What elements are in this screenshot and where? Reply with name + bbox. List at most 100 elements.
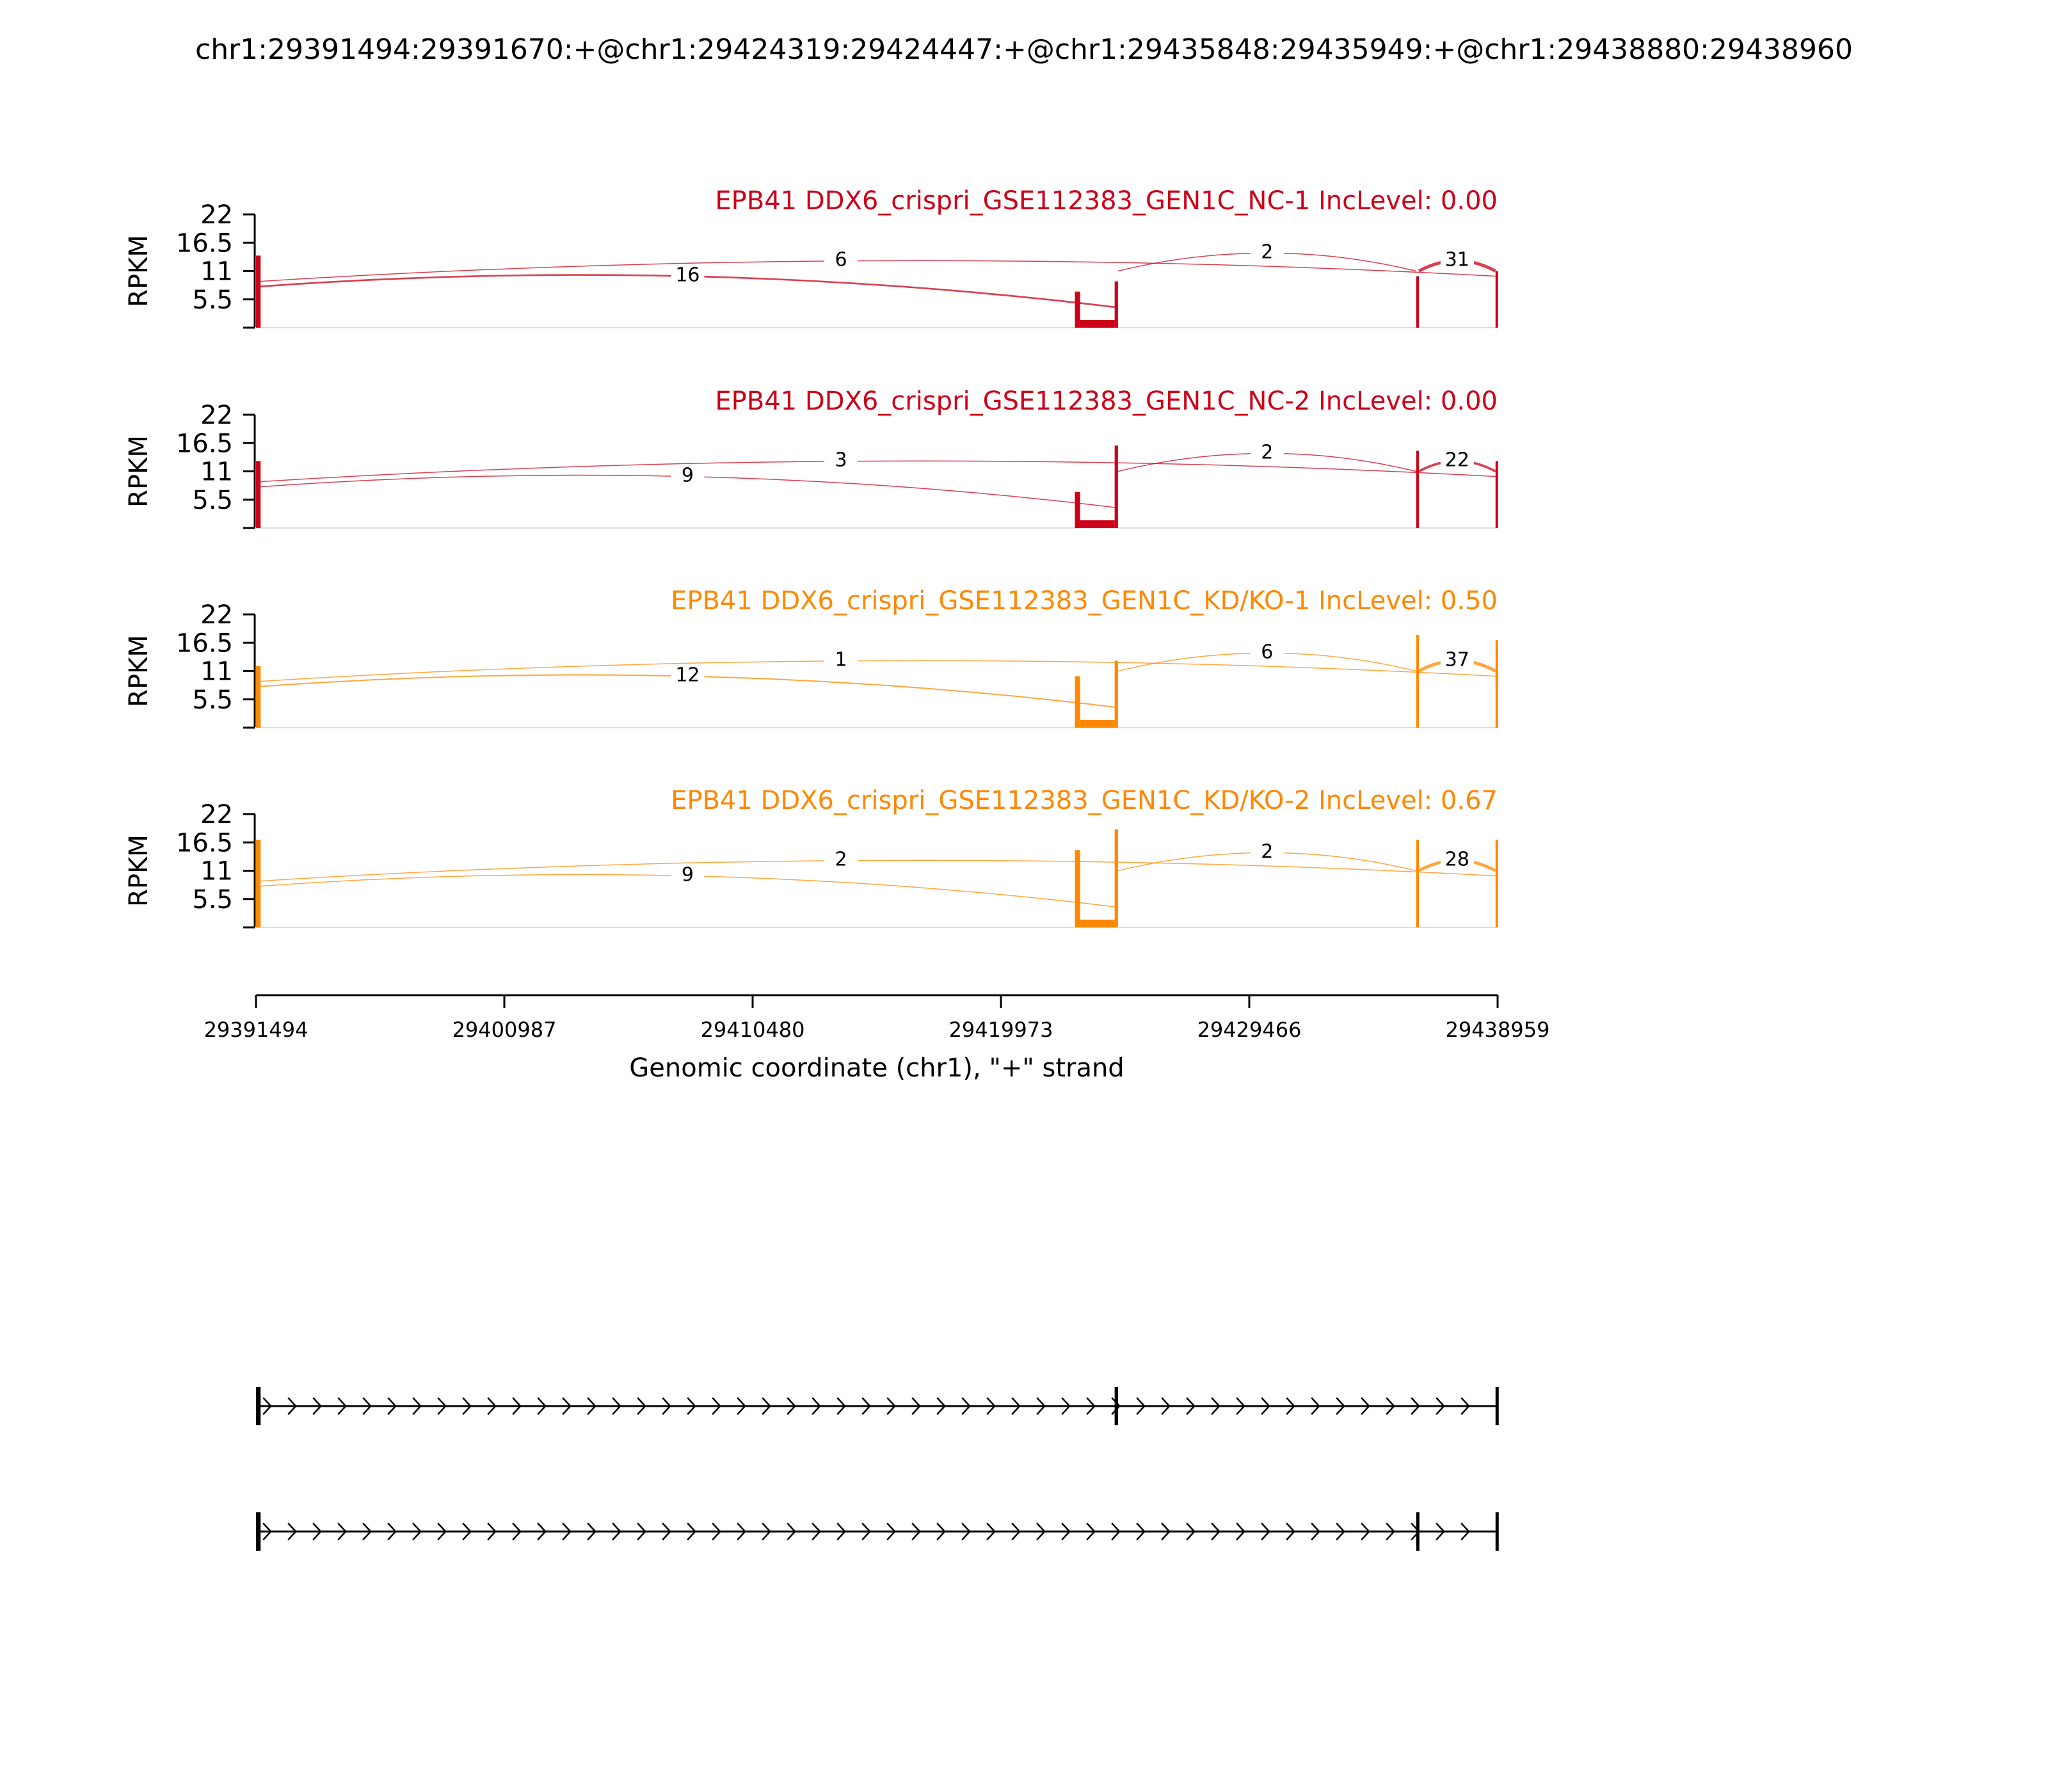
strand-arrow — [936, 1523, 946, 1540]
y-axis-label: RPKM — [124, 235, 154, 307]
strand-arrow — [1211, 1523, 1220, 1540]
exon-block — [1114, 1387, 1118, 1425]
coverage-block — [1075, 291, 1080, 328]
strand-arrow — [362, 1397, 372, 1415]
strand-arrow — [1086, 1397, 1096, 1415]
coverage-panels: EPB41 DDX6_crispri_GSE112383_GEN1C_NC-1 … — [124, 186, 1498, 929]
panel-title: EPB41 DDX6_crispri_GSE112383_GEN1C_NC-1 … — [715, 186, 1498, 216]
junction-count-bg — [1250, 439, 1284, 463]
x-tick-label: 29429466 — [1197, 1018, 1302, 1042]
strand-arrow — [1286, 1523, 1295, 1540]
strand-arrow — [287, 1397, 297, 1415]
strand-arrow — [911, 1523, 921, 1540]
strand-arrow — [1286, 1397, 1295, 1415]
strand-arrow — [936, 1397, 946, 1415]
isoform-1 — [256, 1387, 1499, 1425]
coverage-block — [256, 666, 261, 728]
strand-arrow — [687, 1523, 696, 1540]
junction-count: 6 — [1261, 641, 1273, 663]
coverage-block — [1114, 281, 1118, 328]
junction-count-bg — [671, 462, 705, 486]
strand-arrow — [861, 1523, 871, 1540]
junction-count-bg — [671, 861, 705, 885]
x-tick-label: 29410480 — [701, 1018, 805, 1042]
strand-arrow — [712, 1397, 721, 1415]
exon-block — [256, 1512, 261, 1551]
coverage-block — [1075, 850, 1080, 927]
genomic-x-axis: 29391494 29400987 29410480 29419973 29429466… — [204, 994, 1549, 1042]
strand-arrow — [1361, 1523, 1370, 1540]
junction-count-bg — [671, 262, 705, 285]
strand-arrow — [637, 1523, 646, 1540]
coverage-block — [1416, 451, 1419, 528]
strand-arrow — [262, 1397, 272, 1415]
strand-arrow — [1261, 1397, 1270, 1415]
strand-arrow — [1161, 1523, 1171, 1540]
strand-arrow — [1311, 1523, 1320, 1540]
y-tick-label: 5.5 — [192, 685, 233, 715]
junction-arc — [260, 660, 1496, 682]
y-tick-label: 11 — [200, 458, 233, 487]
strand-arrow — [512, 1397, 522, 1415]
junction-count: 37 — [1445, 648, 1469, 671]
junction-count-bg — [1440, 646, 1474, 670]
strand-arrow — [1436, 1523, 1445, 1540]
junction-count: 9 — [682, 465, 694, 487]
panel-title: EPB41 DDX6_crispri_GSE112383_GEN1C_NC-2 … — [715, 387, 1498, 416]
figure-title: chr1:29391494:29391670:+@chr1:29424319:2… — [195, 33, 1853, 66]
junction-count-bg — [1250, 838, 1284, 862]
coverage-block — [1080, 319, 1115, 328]
junction-count: 2 — [1261, 441, 1273, 463]
coverage-block — [256, 840, 261, 927]
exon-block — [1416, 1512, 1420, 1551]
panel-1: EPB41 DDX6_crispri_GSE112383_GEN1C_NC-1 … — [124, 186, 1498, 329]
strand-arrow — [437, 1523, 447, 1540]
y-tick-label: 22 — [200, 800, 233, 829]
strand-arrow — [1161, 1397, 1171, 1415]
x-axis-label: Genomic coordinate (chr1), "+" strand — [629, 1053, 1124, 1083]
strand-arrow — [986, 1523, 996, 1540]
strand-arrow — [1386, 1523, 1395, 1540]
strand-arrow — [387, 1397, 397, 1415]
strand-arrow — [587, 1397, 596, 1415]
junction-count: 9 — [682, 864, 694, 886]
strand-arrow — [1336, 1523, 1345, 1540]
strand-arrow — [1460, 1523, 1470, 1540]
y-tick-label: 5.5 — [192, 885, 233, 915]
strand-arrow — [462, 1397, 472, 1415]
strand-arrow — [1086, 1523, 1096, 1540]
coverage-block — [1114, 660, 1118, 728]
coverage-block — [1416, 635, 1419, 728]
y-tick-label: 11 — [200, 857, 233, 886]
junction-count: 12 — [675, 664, 700, 687]
strand-arrow — [1186, 1397, 1196, 1415]
y-tick-label: 16.5 — [176, 828, 233, 858]
coverage-block — [256, 461, 261, 528]
y-tick-label: 22 — [200, 401, 233, 430]
coverage-block — [1495, 640, 1498, 728]
strand-arrow — [1261, 1523, 1270, 1540]
panel-title: EPB41 DDX6_crispri_GSE112383_GEN1C_KD/KO… — [671, 786, 1498, 815]
junction-arc — [260, 860, 1496, 882]
strand-arrow — [337, 1397, 347, 1415]
junction-count: 31 — [1445, 248, 1469, 271]
strand-arrow — [462, 1523, 472, 1540]
junction-count: 3 — [835, 449, 847, 471]
strand-arrow — [387, 1523, 397, 1540]
panel-title: EPB41 DDX6_crispri_GSE112383_GEN1C_KD/KO… — [671, 586, 1498, 616]
strand-arrow — [787, 1397, 796, 1415]
strand-arrow — [312, 1397, 322, 1415]
junction-count-bg — [1250, 639, 1284, 662]
junction-count: 2 — [835, 848, 847, 870]
strand-arrow — [312, 1523, 322, 1540]
coverage-block — [1495, 840, 1498, 927]
strand-arrow — [762, 1397, 771, 1415]
strand-arrow — [886, 1523, 896, 1540]
y-tick-label: 16.5 — [176, 228, 233, 258]
y-axis-label: RPKM — [124, 635, 154, 707]
strand-arrow — [1011, 1397, 1021, 1415]
isoform-2 — [256, 1512, 1499, 1551]
junction-count: 1 — [835, 648, 847, 671]
coverage-block — [1114, 829, 1118, 927]
strand-arrow — [662, 1523, 671, 1540]
